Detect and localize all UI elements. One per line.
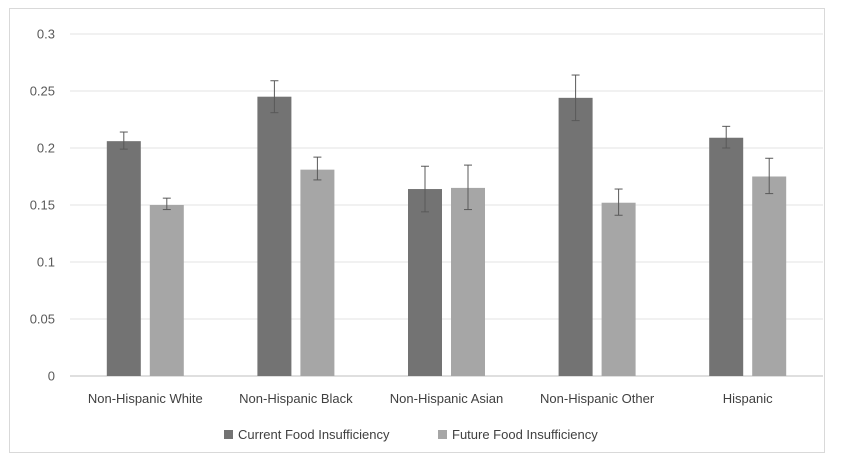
y-tick-label: 0.05 (30, 312, 55, 327)
y-tick-label: 0.1 (37, 255, 55, 270)
bars (106, 96, 787, 376)
legend-label-current: Current Food Insufficiency (238, 427, 390, 442)
bar-future-3 (601, 202, 636, 376)
legend-label-future: Future Food Insufficiency (452, 427, 598, 442)
bar-future-0 (149, 205, 184, 376)
legend-swatch-current (224, 430, 233, 439)
bar-current-4 (709, 137, 744, 376)
gridlines (70, 33, 823, 377)
x-category-label: Non-Hispanic White (88, 391, 203, 406)
y-tick-label: 0 (48, 369, 55, 384)
x-category-label: Hispanic (723, 391, 773, 406)
legend: Current Food Insufficiency Future Food In… (224, 427, 598, 442)
x-category-label: Non-Hispanic Black (239, 391, 353, 406)
error-bars (119, 74, 774, 216)
bar-current-3 (558, 97, 593, 376)
bar-current-2 (408, 189, 442, 376)
bar-future-4 (752, 176, 787, 376)
bar-future-2 (451, 187, 485, 376)
bar-current-1 (257, 96, 292, 376)
bar-future-1 (300, 169, 335, 376)
y-tick-label: 0.3 (37, 27, 55, 42)
bar-current-0 (106, 141, 141, 376)
y-tick-label: 0.15 (30, 198, 55, 213)
y-axis: 0 0.05 0.1 0.15 0.2 0.25 0.3 (30, 27, 55, 384)
x-axis: Non-Hispanic White Non-Hispanic Black Non-… (88, 391, 773, 406)
y-tick-label: 0.2 (37, 141, 55, 156)
x-category-label: Non-Hispanic Asian (390, 391, 503, 406)
x-category-label: Non-Hispanic Other (540, 391, 655, 406)
y-tick-label: 0.25 (30, 84, 55, 99)
legend-swatch-future (438, 430, 447, 439)
